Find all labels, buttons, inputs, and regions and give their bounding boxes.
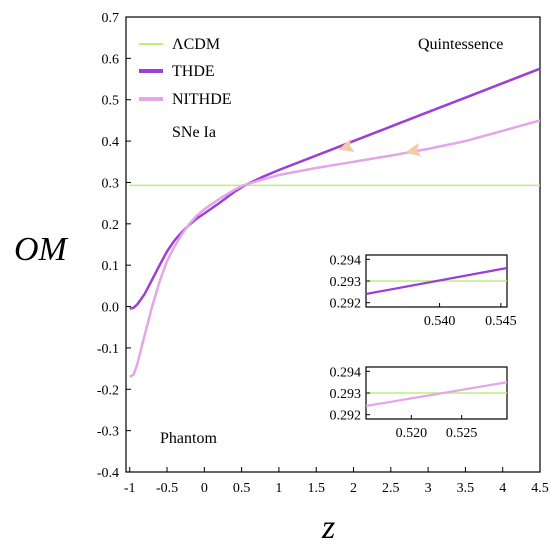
x-tick-label: 4.5 bbox=[531, 481, 549, 496]
legend-label-lcdm: ΛCDM bbox=[172, 36, 220, 53]
x-tick-label: 1.5 bbox=[307, 481, 325, 496]
inset-y-tick-label: 0.292 bbox=[330, 297, 362, 312]
annotation-sne: SNe Ia bbox=[172, 124, 216, 141]
y-tick-label: 0.3 bbox=[102, 176, 120, 191]
series-line-thde bbox=[129, 67, 541, 310]
y-tick-label: -0.2 bbox=[97, 383, 119, 398]
axis-ticks: -1 -0.5 0 0.5 1 1.5 2 2.5 3 3.5 4 4.5 -0.4 -0.3 -0.2 -0… bbox=[97, 11, 549, 496]
y-tick-label: -0.1 bbox=[97, 342, 119, 357]
x-tick-label: 0.5 bbox=[233, 481, 251, 496]
y-tick-label: 0.5 bbox=[102, 94, 120, 109]
annotation-quintessence: Quintessence bbox=[418, 36, 503, 53]
x-tick-label: 4 bbox=[499, 481, 506, 496]
arrow-head bbox=[338, 138, 355, 152]
legend: ΛCDM THDE NITHDE bbox=[139, 36, 232, 108]
inset-y-tick-label: 0.293 bbox=[330, 387, 362, 402]
inset-nithde: 0.520 0.525 0.292 0.293 0.294 bbox=[330, 365, 508, 441]
x-tick-label: -1 bbox=[124, 481, 136, 496]
y-axis-label: OM bbox=[14, 231, 69, 268]
y-tick-label: -0.4 bbox=[97, 466, 119, 481]
direction-arrows bbox=[338, 138, 422, 157]
x-tick-label: 2.5 bbox=[382, 481, 400, 496]
inset-thde: 0.540 0.545 0.292 0.293 0.294 bbox=[330, 253, 517, 329]
plot-frame bbox=[125, 16, 541, 473]
arrow-head bbox=[405, 142, 422, 157]
x-axis-label: z bbox=[321, 509, 335, 546]
y-tick-label: 0.4 bbox=[102, 135, 120, 150]
inset-y-tick-label: 0.293 bbox=[330, 275, 362, 290]
x-tick-label: -0.5 bbox=[156, 481, 178, 496]
legend-label-nithde: NITHDE bbox=[172, 91, 232, 108]
inset-series-line bbox=[365, 381, 508, 408]
y-tick-label: 0.1 bbox=[102, 259, 120, 274]
inset-x-tick-label: 0.525 bbox=[446, 426, 478, 441]
inset-y-tick-label: 0.294 bbox=[330, 365, 362, 380]
direction-arrow bbox=[405, 142, 422, 157]
legend-label-thde: THDE bbox=[172, 63, 215, 80]
x-tick-label: 2 bbox=[350, 481, 357, 496]
inset-y-tick-label: 0.294 bbox=[330, 253, 362, 268]
y-tick-label: 0.7 bbox=[102, 11, 120, 26]
series-group bbox=[129, 67, 541, 378]
y-tick-label: -0.3 bbox=[97, 425, 119, 440]
inset-series-line bbox=[365, 266, 508, 296]
direction-arrow bbox=[338, 138, 355, 152]
inset-y-tick-label: 0.292 bbox=[330, 409, 362, 424]
y-tick-label: 0.2 bbox=[102, 218, 120, 233]
x-tick-label: 0 bbox=[201, 481, 208, 496]
x-tick-label: 3 bbox=[425, 481, 432, 496]
x-tick-label: 3.5 bbox=[457, 481, 475, 496]
annotation-phantom: Phantom bbox=[160, 430, 217, 447]
x-tick-label: 1 bbox=[275, 481, 282, 496]
y-tick-label: 0.0 bbox=[102, 301, 120, 316]
inset-x-tick-label: 0.540 bbox=[424, 314, 456, 329]
inset-x-tick-label: 0.545 bbox=[485, 314, 517, 329]
series-line-nithde bbox=[129, 119, 541, 378]
inset-x-tick-label: 0.520 bbox=[396, 426, 428, 441]
y-tick-label: 0.6 bbox=[102, 52, 120, 67]
